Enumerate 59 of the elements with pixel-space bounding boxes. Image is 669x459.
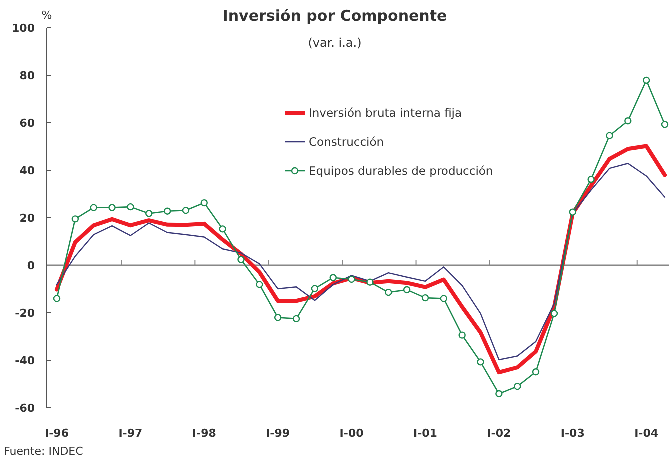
chart-title: Inversión por Componente bbox=[222, 7, 448, 25]
point bbox=[72, 216, 80, 223]
point bbox=[182, 207, 190, 214]
point bbox=[348, 276, 356, 284]
x-tick-label: I-01 bbox=[414, 427, 438, 440]
point bbox=[127, 203, 134, 211]
x-tick-label: I-02 bbox=[487, 427, 512, 440]
point bbox=[90, 204, 98, 212]
point bbox=[311, 285, 319, 292]
x-tick-label: I-04 bbox=[634, 427, 659, 440]
x-tick-label: I-97 bbox=[118, 427, 143, 440]
y-tick-label: 80 bbox=[20, 70, 36, 82]
point bbox=[661, 121, 669, 128]
point bbox=[385, 288, 392, 296]
point bbox=[108, 204, 116, 212]
legend-label: Construcción bbox=[309, 135, 384, 149]
y-tick-label: -40 bbox=[15, 354, 36, 368]
x-tick-label: I-98 bbox=[192, 427, 216, 440]
text: (var. i.a.) bbox=[308, 36, 362, 50]
point bbox=[53, 295, 61, 302]
point bbox=[440, 295, 448, 302]
y-tick-label: 0 bbox=[27, 260, 36, 272]
y-tick-label: -20 bbox=[15, 307, 36, 320]
point bbox=[256, 281, 264, 288]
point bbox=[624, 118, 632, 125]
point bbox=[238, 256, 245, 264]
legend-label: Equipos durables de producción bbox=[309, 164, 494, 178]
point bbox=[403, 286, 411, 294]
point bbox=[642, 76, 650, 84]
y-axis-title: % bbox=[42, 9, 52, 22]
point bbox=[366, 278, 374, 286]
y-tick-label: 20 bbox=[20, 212, 36, 225]
y-tick-label: -60 bbox=[15, 402, 36, 415]
point bbox=[146, 210, 153, 218]
x-tick-label: I-99 bbox=[266, 427, 290, 440]
point bbox=[292, 315, 300, 323]
y-tick-label: 60 bbox=[20, 117, 36, 130]
x-tick-label: I-96 bbox=[45, 427, 70, 440]
point bbox=[422, 294, 430, 302]
source-note: Fuente: INDEC bbox=[4, 445, 84, 458]
point bbox=[550, 310, 558, 318]
point bbox=[164, 208, 172, 215]
y-tick-label: 100 bbox=[12, 22, 36, 35]
point bbox=[496, 390, 503, 398]
y-tick-label: 40 bbox=[20, 164, 36, 178]
point bbox=[274, 314, 282, 322]
legend-label: Inversión bruta interna fija bbox=[309, 106, 462, 120]
point bbox=[200, 199, 208, 207]
point bbox=[606, 132, 614, 140]
point bbox=[477, 358, 484, 366]
x-tick-label: I-00 bbox=[340, 427, 364, 440]
point bbox=[532, 368, 540, 376]
point bbox=[219, 226, 226, 233]
point bbox=[330, 274, 337, 282]
point bbox=[588, 176, 595, 184]
point bbox=[569, 208, 576, 216]
x-tick-label: I-03 bbox=[560, 427, 585, 440]
point bbox=[514, 383, 522, 390]
point bbox=[458, 332, 466, 339]
